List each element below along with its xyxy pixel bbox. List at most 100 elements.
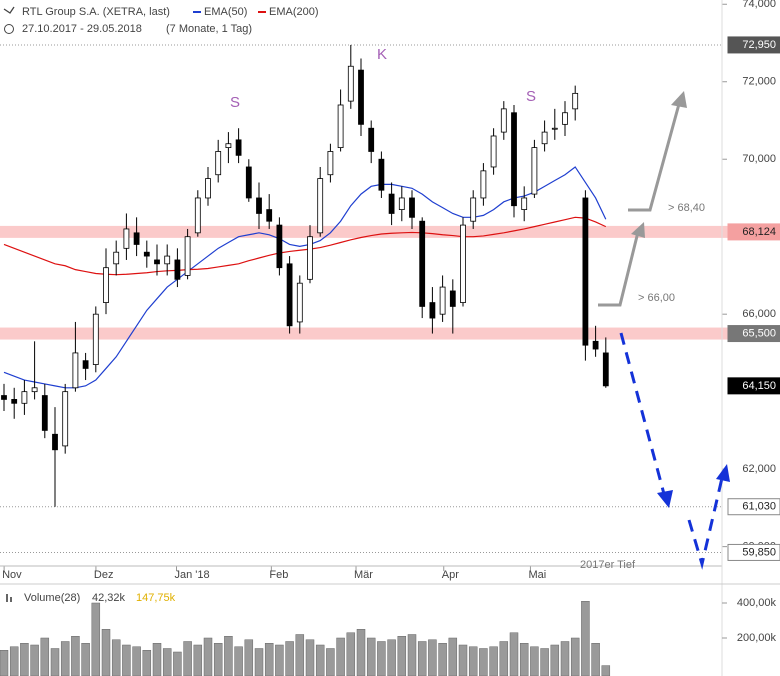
volume-bar <box>519 643 529 676</box>
candle-body <box>164 255 171 265</box>
candle-body <box>154 259 160 265</box>
volume-bar <box>428 639 437 676</box>
period: (7 Monate, 1 Tag) <box>166 23 252 35</box>
volume-bar <box>509 632 519 676</box>
y-tick-label: 70,000 <box>742 153 776 165</box>
volume-bar <box>254 648 264 676</box>
candle-body <box>276 224 283 269</box>
volume-bar <box>285 641 294 676</box>
volume-bar <box>560 641 570 676</box>
volume-bar <box>458 644 468 676</box>
x-tick-label: Jan '18 <box>175 569 210 581</box>
arrow <box>619 332 666 495</box>
arrow <box>598 231 640 307</box>
candle-body <box>500 108 507 133</box>
volume-bar <box>71 636 80 676</box>
volume-bar <box>346 632 356 676</box>
arrowhead <box>671 91 687 108</box>
volume-bar <box>295 634 305 676</box>
volume-bar <box>9 646 19 676</box>
candle-body <box>11 399 18 404</box>
title: RTL Group S.A. (XETRA, last) <box>22 6 170 18</box>
candle-body <box>52 433 58 451</box>
price-box <box>727 498 780 516</box>
volume-bar <box>203 637 213 676</box>
annotation: > 68,40 <box>668 202 705 214</box>
candle-body <box>490 135 497 168</box>
candle-body <box>531 147 538 195</box>
candle-body <box>41 395 48 431</box>
candle-body <box>551 127 558 130</box>
volume-bar <box>377 641 386 676</box>
candle-body <box>582 197 589 346</box>
zone-band <box>0 327 780 340</box>
arrow <box>628 103 681 212</box>
vol-icon <box>6 594 8 602</box>
volume-bar <box>111 639 121 676</box>
candle-body <box>327 151 334 176</box>
volume-bar <box>479 648 488 676</box>
arrowhead <box>657 490 673 508</box>
y-tick-label: 62,000 <box>742 463 776 475</box>
volume-bar <box>152 643 162 676</box>
clock-icon <box>4 24 14 34</box>
price-box <box>727 223 780 241</box>
price-label: 68,124 <box>742 226 776 238</box>
x-tick-label: Mär <box>354 569 373 581</box>
candle-body <box>439 286 446 315</box>
volume-bar <box>356 629 366 676</box>
candle-body <box>194 197 201 234</box>
candle-body <box>225 143 232 149</box>
volume-bar <box>132 646 141 676</box>
volume-bar <box>193 644 203 676</box>
legend-label: EMA(200) <box>269 6 319 18</box>
volume-bar <box>60 641 70 676</box>
candle-body <box>113 251 120 265</box>
volume-last: 42,32k <box>92 592 126 604</box>
volume-bar <box>397 636 407 676</box>
ema-line <box>3 166 607 389</box>
candle-body <box>592 340 599 350</box>
volume-bar <box>244 639 254 676</box>
candle-body <box>470 197 477 222</box>
candle-body <box>480 170 487 199</box>
volume-bar <box>81 643 90 676</box>
x-tick-label: Mai <box>528 569 546 581</box>
volume-bar <box>366 637 376 676</box>
plot <box>1 44 609 507</box>
volume-bar <box>489 646 498 676</box>
candle-body <box>378 158 385 191</box>
x-tick-label: Nov <box>2 569 22 581</box>
volume-bar <box>417 641 427 676</box>
x-tick-label: Apr <box>442 569 459 581</box>
candle-body <box>123 228 130 249</box>
candle-body <box>409 197 415 218</box>
volume-bar <box>0 650 9 676</box>
candle-body <box>92 313 99 365</box>
volume-bar <box>336 637 345 676</box>
volume-bar <box>315 644 325 676</box>
price-box <box>727 543 780 561</box>
volume-bar <box>550 644 560 676</box>
candle-body <box>143 251 150 257</box>
annotation: 2017er Tief <box>580 559 636 571</box>
volume-tick-label: 200,00k <box>737 632 777 644</box>
volume-bar <box>142 650 152 676</box>
zone-band <box>0 225 780 238</box>
candle-body <box>215 151 222 176</box>
price-box <box>727 325 780 343</box>
volume-bar <box>499 641 509 676</box>
volume-bar <box>438 643 447 676</box>
candle-body <box>21 391 28 404</box>
candle-body <box>347 65 354 102</box>
volume-bar <box>122 644 131 676</box>
candle-body <box>511 112 517 207</box>
subtitle: 27.10.2017 - 29.05.2018 <box>22 23 142 35</box>
volume-bar <box>601 665 611 676</box>
candle-body <box>184 236 191 276</box>
arrowhead <box>716 464 730 482</box>
candle-body <box>358 69 364 125</box>
price-box <box>727 36 780 54</box>
price-label: 72,950 <box>742 39 776 51</box>
price-label: 64,150 <box>742 380 776 392</box>
